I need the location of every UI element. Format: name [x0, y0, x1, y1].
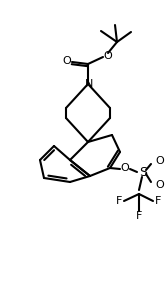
Text: O: O	[121, 163, 129, 173]
Text: S: S	[139, 166, 147, 178]
Text: N: N	[85, 79, 93, 89]
Text: F: F	[155, 196, 161, 206]
Text: O: O	[156, 180, 164, 190]
Text: O: O	[63, 56, 71, 66]
Text: F: F	[136, 211, 142, 221]
Text: O: O	[156, 156, 164, 166]
Text: F: F	[116, 196, 122, 206]
Text: O: O	[104, 51, 112, 61]
